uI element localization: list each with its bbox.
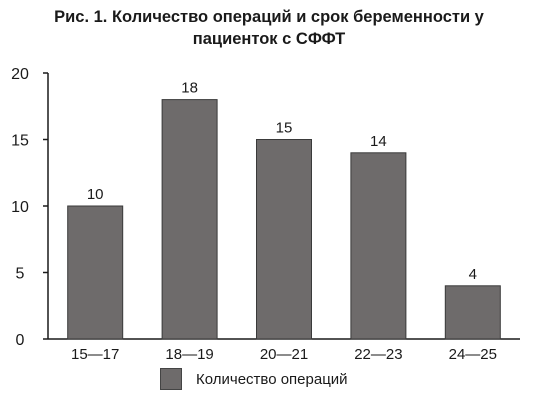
bar (350, 152, 407, 340)
chart-title-line-1: Рис. 1. Количество операций и срок берем… (54, 8, 484, 26)
y-tick-label: 5 (16, 266, 25, 283)
y-tick-label: 10 (11, 199, 29, 216)
bar (444, 285, 501, 340)
x-tick-label: 20—21 (260, 346, 308, 363)
bar-data-label: 18 (181, 80, 198, 97)
bar (161, 99, 218, 340)
x-tick-label: 18—19 (165, 346, 213, 363)
legend-swatch (160, 368, 182, 390)
chart-legend: Количество операций (160, 368, 348, 390)
bar-data-label: 10 (87, 186, 104, 203)
bar (256, 139, 312, 340)
legend-label: Количество операций (196, 370, 348, 388)
x-tick-label: 15—17 (71, 346, 119, 363)
bar-data-label: 14 (370, 133, 387, 150)
chart-title: Рис. 1. Количество операций и срок берем… (0, 6, 538, 50)
chart-title-line-2: пациенток с СФФТ (192, 30, 346, 48)
bar (67, 205, 124, 340)
x-tick-label: 22—23 (354, 346, 402, 363)
y-tick-label: 20 (11, 66, 29, 83)
x-tick-label: 24—25 (449, 346, 497, 363)
y-tick-label: 0 (16, 332, 25, 349)
y-tick-label: 15 (11, 133, 29, 150)
bar-data-label: 15 (276, 120, 293, 137)
bar-chart: 0 5 10 15 20 10 15—17 18 18—19 15 20—21 14 22—23 4 24—… (11, 66, 520, 363)
bar-data-label: 4 (469, 266, 477, 283)
